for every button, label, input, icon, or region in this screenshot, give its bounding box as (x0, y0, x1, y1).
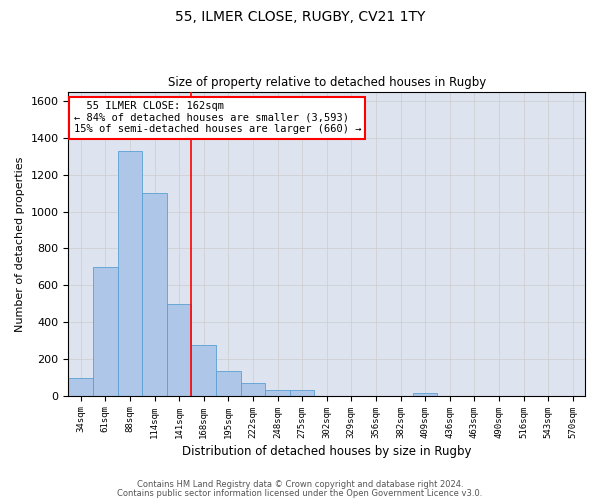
Bar (142, 193, 167, 396)
Bar (290, 390, 314, 396)
Bar (265, 390, 290, 396)
Bar (118, 151, 142, 396)
Text: 55 ILMER CLOSE: 162sqm
← 84% of detached houses are smaller (3,593)
15% of semi-: 55 ILMER CLOSE: 162sqm ← 84% of detached… (74, 101, 361, 134)
Bar (191, 345, 216, 396)
Bar (167, 304, 191, 396)
Title: Size of property relative to detached houses in Rugby: Size of property relative to detached ho… (167, 76, 486, 90)
Bar (216, 370, 241, 396)
Bar (93, 267, 118, 396)
Bar (413, 393, 437, 396)
Y-axis label: Number of detached properties: Number of detached properties (15, 156, 25, 332)
Text: 55, ILMER CLOSE, RUGBY, CV21 1TY: 55, ILMER CLOSE, RUGBY, CV21 1TY (175, 10, 425, 24)
Text: Contains public sector information licensed under the Open Government Licence v3: Contains public sector information licen… (118, 488, 482, 498)
X-axis label: Distribution of detached houses by size in Rugby: Distribution of detached houses by size … (182, 444, 472, 458)
Bar (68, 378, 93, 396)
Bar (241, 382, 265, 396)
Text: Contains HM Land Registry data © Crown copyright and database right 2024.: Contains HM Land Registry data © Crown c… (137, 480, 463, 489)
